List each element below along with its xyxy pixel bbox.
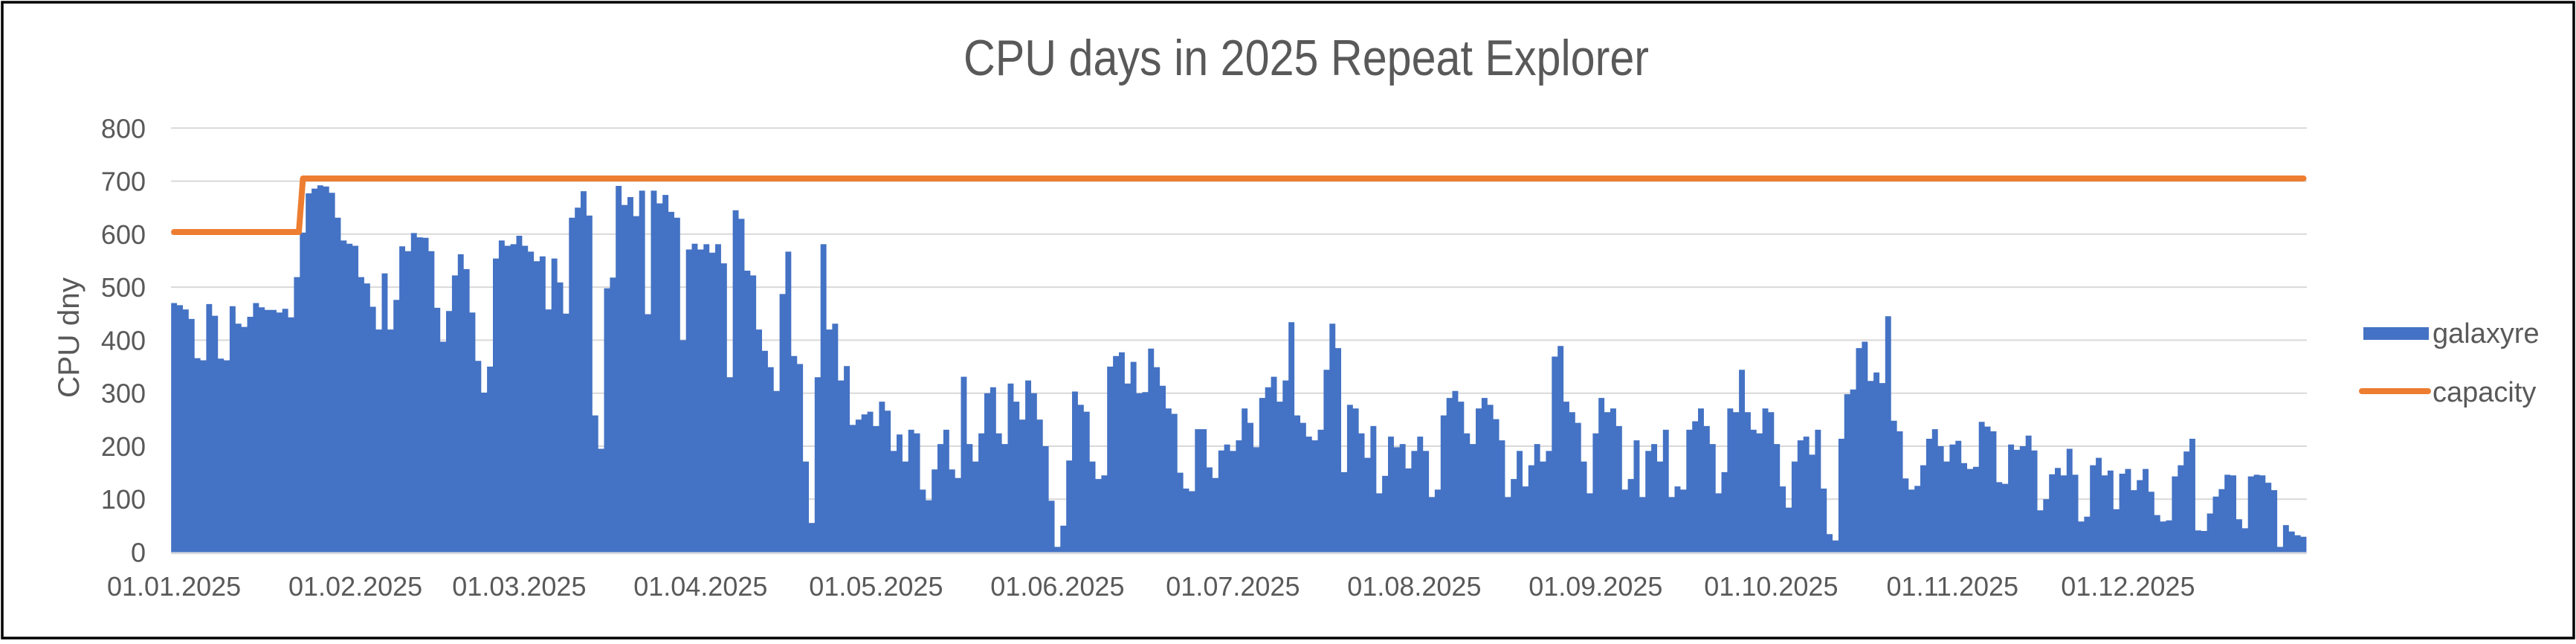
- svg-text:01.04.2025: 01.04.2025: [633, 571, 767, 602]
- svg-text:01.07.2025: 01.07.2025: [1166, 571, 1300, 602]
- svg-text:CPU days in 2025 Repeat Explor: CPU days in 2025 Repeat Explorer: [963, 30, 1649, 86]
- svg-text:01.10.2025: 01.10.2025: [1704, 571, 1838, 602]
- svg-text:01.05.2025: 01.05.2025: [809, 571, 943, 602]
- svg-text:01.12.2025: 01.12.2025: [2061, 571, 2195, 602]
- svg-text:200: 200: [101, 431, 146, 462]
- svg-text:700: 700: [101, 167, 146, 197]
- svg-text:galaxyre: galaxyre: [2433, 318, 2540, 350]
- svg-text:01.06.2025: 01.06.2025: [990, 571, 1124, 602]
- svg-text:500: 500: [101, 272, 146, 303]
- svg-text:01.01.2025: 01.01.2025: [107, 571, 241, 602]
- svg-text:800: 800: [101, 113, 146, 144]
- svg-text:0: 0: [131, 538, 146, 568]
- svg-text:600: 600: [101, 219, 146, 250]
- svg-text:01.02.2025: 01.02.2025: [288, 571, 422, 602]
- svg-text:CPU dny: CPU dny: [53, 277, 85, 398]
- svg-text:100: 100: [101, 484, 146, 515]
- svg-text:01.11.2025: 01.11.2025: [1887, 571, 2019, 602]
- svg-text:01.08.2025: 01.08.2025: [1347, 571, 1481, 602]
- svg-text:01.03.2025: 01.03.2025: [452, 571, 586, 602]
- svg-text:300: 300: [101, 379, 146, 409]
- svg-text:400: 400: [101, 325, 146, 355]
- svg-text:01.09.2025: 01.09.2025: [1529, 571, 1662, 602]
- svg-text:capacity: capacity: [2433, 377, 2536, 408]
